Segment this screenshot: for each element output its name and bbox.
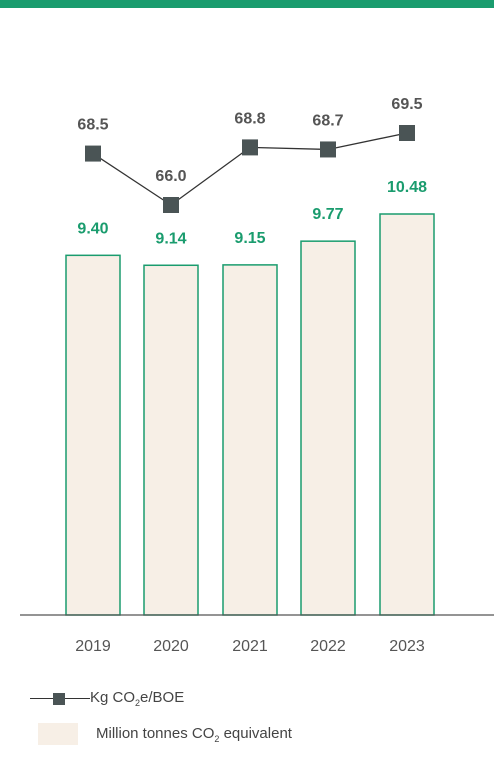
line-value-label: 68.7 [312,112,343,129]
line-value-label: 68.5 [77,117,108,134]
line-point-marker [85,145,101,162]
line-point-marker [242,139,258,156]
x-tick-label: 2022 [310,638,346,655]
line-value-label: 69.5 [391,96,422,113]
bar-2019 [65,254,121,616]
bar-value-label: 9.77 [312,206,343,223]
bar-2021 [222,264,278,616]
bar-value-label: 10.48 [387,179,427,196]
bar-value-label: 9.40 [77,220,108,237]
x-tick-label: 2021 [232,638,268,655]
bar-2020 [143,264,199,616]
bar-2023 [379,213,435,616]
x-tick-label: 2020 [153,638,189,655]
bar-value-label: 9.15 [234,230,265,247]
line-point-marker [320,141,336,158]
line-point-marker [163,197,179,213]
x-tick-label: 2019 [75,638,111,655]
line-point-marker [399,125,415,141]
top-color-band [0,0,494,8]
line-value-label: 66.0 [155,168,186,185]
line-value-label: 68.8 [234,110,265,127]
bar-value-label: 9.14 [155,230,186,247]
x-tick-label: 2023 [389,638,425,655]
bar-2022 [300,240,356,616]
